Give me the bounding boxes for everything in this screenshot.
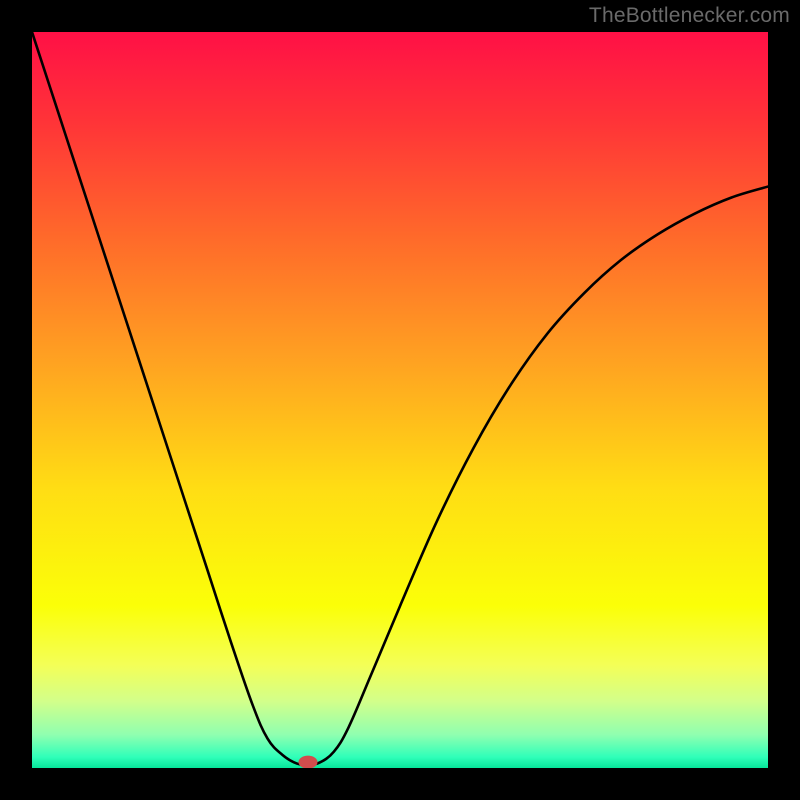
bottleneck-plot <box>32 32 768 768</box>
watermark-text: TheBottlenecker.com <box>589 4 790 28</box>
optimum-marker <box>299 756 317 768</box>
plot-background <box>32 32 768 768</box>
chart-container: TheBottlenecker.com <box>0 0 800 800</box>
